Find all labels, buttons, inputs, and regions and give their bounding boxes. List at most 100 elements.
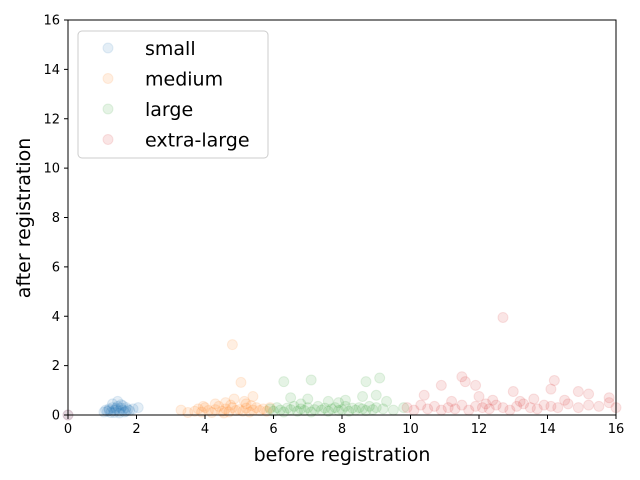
data-point-small-19: [115, 399, 127, 411]
x-tick-label: 0: [64, 422, 72, 437]
data-point-medium-2: [189, 405, 201, 417]
data-point-large-22: [339, 400, 351, 412]
data-point-large-29: [363, 400, 375, 412]
data-point-large-10: [298, 405, 310, 417]
data-point-medium-6: [202, 405, 214, 417]
data-point-extra-large-23: [552, 402, 564, 414]
x-tick-label: 14: [539, 422, 556, 437]
data-point-large-7: [288, 400, 300, 412]
data-point-medium-33: [218, 407, 230, 419]
data-point-small-16: [124, 405, 136, 417]
data-point-medium-16: [237, 405, 249, 417]
y-axis-ticks: 0 2 4 6 8 10 12 14 16: [43, 14, 68, 424]
data-point-large-36: [305, 374, 317, 386]
data-point-extra-large-28: [603, 397, 615, 409]
data-point-extra-large-24: [562, 398, 574, 410]
legend-marker-extra-large: [102, 134, 114, 145]
data-point-large-5: [281, 402, 293, 414]
data-point-large-39: [285, 392, 297, 404]
x-tick-label: 2: [132, 422, 140, 437]
data-point-small-22: [132, 402, 144, 414]
data-point-medium-25: [235, 376, 247, 388]
data-point-small-21: [127, 403, 139, 415]
data-point-extra-large-26: [583, 399, 595, 411]
data-point-medium-13: [226, 402, 238, 414]
data-point-extra-large-7: [442, 402, 454, 414]
data-point-extra-large-43: [446, 395, 458, 407]
legend-label-small: small: [145, 38, 196, 60]
data-point-extra-large-38: [572, 386, 584, 398]
y-tick-label: 0: [52, 409, 60, 424]
data-point-small-20: [117, 400, 129, 412]
legend-marker-medium: [102, 73, 114, 84]
y-tick-label: 2: [52, 359, 60, 374]
data-point-medium-24: [226, 339, 238, 351]
data-point-small-3: [101, 405, 113, 417]
data-point-small-24: [113, 407, 125, 419]
data-point-extra-large-15: [497, 402, 509, 414]
data-point-large-31: [370, 402, 382, 414]
x-axis-ticks: 0 2 4 6 8 10 12 14 16: [64, 415, 624, 437]
data-point-large-44: [381, 395, 393, 407]
data-point-medium-27: [220, 397, 232, 409]
data-point-large-41: [322, 395, 334, 407]
y-tick-label: 8: [52, 211, 60, 226]
data-point-extra-large-30: [497, 311, 509, 323]
data-point-extra-large-27: [593, 400, 605, 412]
data-point-large-8: [291, 405, 303, 417]
data-point-small-14: [120, 402, 132, 414]
data-point-extra-large-4: [422, 403, 434, 415]
data-point-extra-large-5: [428, 400, 440, 412]
data-point-large-19: [329, 402, 341, 414]
y-tick-label: 14: [43, 63, 60, 78]
data-point-extra-large-1: [401, 402, 413, 414]
data-point-medium-10: [216, 405, 228, 417]
data-point-large-20: [333, 405, 345, 417]
data-point-medium-20: [250, 402, 262, 414]
y-tick-label: 10: [43, 162, 60, 177]
legend-label-extra-large: extra-large: [145, 130, 250, 152]
data-point-medium-28: [228, 393, 240, 405]
data-point-large-26: [353, 402, 365, 414]
y-tick-label: 6: [52, 260, 60, 275]
data-point-large-46: [295, 398, 307, 410]
x-tick-label: 4: [201, 422, 209, 437]
data-point-extra-large-8: [449, 403, 461, 415]
data-point-extra-large-44: [528, 393, 540, 405]
data-point-large-11: [302, 402, 314, 414]
data-point-medium-3: [192, 403, 204, 415]
data-point-large-43: [357, 390, 369, 402]
data-point-large-28: [360, 405, 372, 417]
data-point-medium-35: [238, 395, 250, 407]
data-point-large-18: [326, 403, 338, 415]
y-tick-label: 12: [43, 112, 60, 127]
data-point-medium-30: [209, 398, 221, 410]
data-point-large-45: [370, 389, 382, 401]
data-point-extra-large-9: [456, 399, 468, 411]
data-point-extra-large-17: [511, 400, 523, 412]
data-point-medium-29: [240, 398, 252, 410]
data-point-medium-31: [197, 400, 209, 412]
data-point-large-2: [271, 402, 283, 414]
data-point-extra-large-41: [473, 390, 485, 402]
data-point-small-7: [108, 405, 120, 417]
y-tick-label: 4: [52, 310, 60, 325]
x-tick-label: 10: [402, 422, 419, 437]
legend-marker-small: [102, 42, 114, 54]
data-point-medium-14: [230, 405, 242, 417]
data-point-extra-large-13: [483, 403, 495, 415]
data-point-small-9: [112, 400, 124, 412]
data-point-large-33: [387, 404, 399, 416]
data-point-small-27: [120, 405, 132, 417]
data-point-small-11: [115, 402, 127, 414]
data-point-extra-large-37: [545, 383, 557, 395]
data-point-extra-large-11: [470, 400, 482, 412]
data-point-extra-large-33: [470, 379, 482, 391]
data-point-extra-large-25: [572, 402, 584, 414]
legend-entries: small medium large extra-large: [102, 38, 250, 152]
x-tick-label: 6: [269, 422, 277, 437]
data-point-large-24: [346, 402, 358, 414]
data-point-medium-34: [225, 399, 237, 411]
data-point-medium-21: [254, 405, 266, 417]
data-point-extra-large-31: [456, 371, 468, 383]
